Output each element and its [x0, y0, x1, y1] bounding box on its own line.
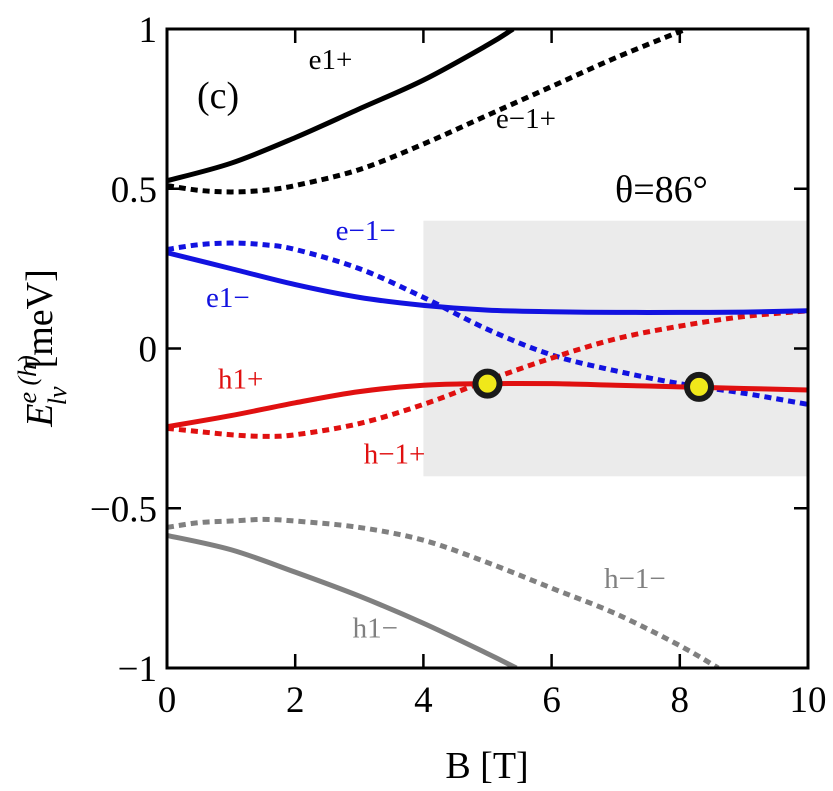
series-line-hm1p [167, 308, 808, 439]
y-axis-unit: [meV] [19, 269, 61, 368]
x-tick-label: 2 [286, 680, 305, 721]
y-tick-label: −0.5 [90, 489, 157, 530]
crossing-marker-2 [684, 371, 715, 402]
y-tick-label: 1 [139, 10, 158, 51]
x-tick-label: 6 [542, 680, 561, 721]
y-axis-symbol: E [19, 404, 61, 428]
series-line-e1p [167, 29, 515, 184]
marker-layer [472, 368, 715, 402]
series-line-em1p [167, 29, 688, 195]
y-tick-label: 0.5 [111, 170, 157, 211]
y-tick-label: −1 [118, 649, 157, 690]
x-tick-label: 0 [158, 680, 177, 721]
x-tick-label: 4 [414, 680, 433, 721]
angle-annotation: θ=86° [615, 169, 708, 211]
y-axis-title: Ee (h)lν [meV] [13, 269, 72, 428]
tick-layer: 0 2 4 6 8 10 1 0.5 0 −0.5 −1 [90, 10, 827, 721]
crossing-marker-1 [472, 368, 503, 399]
series-line-hm1m [167, 516, 720, 668]
series-label-em1p: e−1+ [496, 103, 556, 135]
panel-label: (c) [197, 75, 239, 117]
series-line-em1m [167, 240, 808, 407]
y-axis-superscript: e (h) [13, 355, 42, 403]
series-label-em1m: e−1− [336, 215, 396, 247]
x-tick-label: 10 [790, 680, 827, 721]
y-tick-label: 0 [139, 330, 158, 371]
y-axis-subscript: lν [43, 386, 72, 405]
series-label-layer: e1+ e−1+ e1− e−1− h1+ h−1+ h1− h−1− [206, 44, 666, 645]
series-label-e1p: e1+ [309, 44, 353, 76]
series-label-h1m: h1− [353, 613, 398, 645]
svg-text:Ee (h)lν[meV]: Ee (h)lν [meV] [13, 269, 72, 428]
x-axis-title: B [T] [445, 745, 528, 787]
series-label-e1m: e1− [206, 282, 250, 314]
series-label-hm1p: h−1+ [364, 439, 426, 471]
series-line-e1m [167, 250, 808, 315]
shaded-region [423, 220, 808, 477]
series-label-hm1m: h−1− [604, 563, 666, 595]
series-line-h1m [167, 532, 518, 668]
series-label-h1p: h1+ [218, 363, 263, 395]
x-tick-label: 8 [671, 680, 690, 721]
